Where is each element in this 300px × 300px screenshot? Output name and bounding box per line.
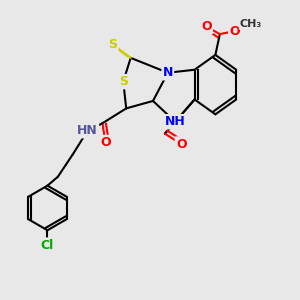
Text: O: O: [100, 136, 111, 149]
Text: O: O: [230, 25, 240, 38]
Text: O: O: [176, 138, 187, 151]
Text: HN: HN: [77, 124, 98, 137]
Text: NH: NH: [165, 115, 186, 128]
Text: S: S: [108, 38, 117, 51]
Text: S: S: [119, 75, 128, 88]
Text: CH₃: CH₃: [240, 19, 262, 29]
Text: Cl: Cl: [41, 238, 54, 252]
Text: N: N: [163, 66, 173, 79]
Text: O: O: [201, 20, 212, 33]
